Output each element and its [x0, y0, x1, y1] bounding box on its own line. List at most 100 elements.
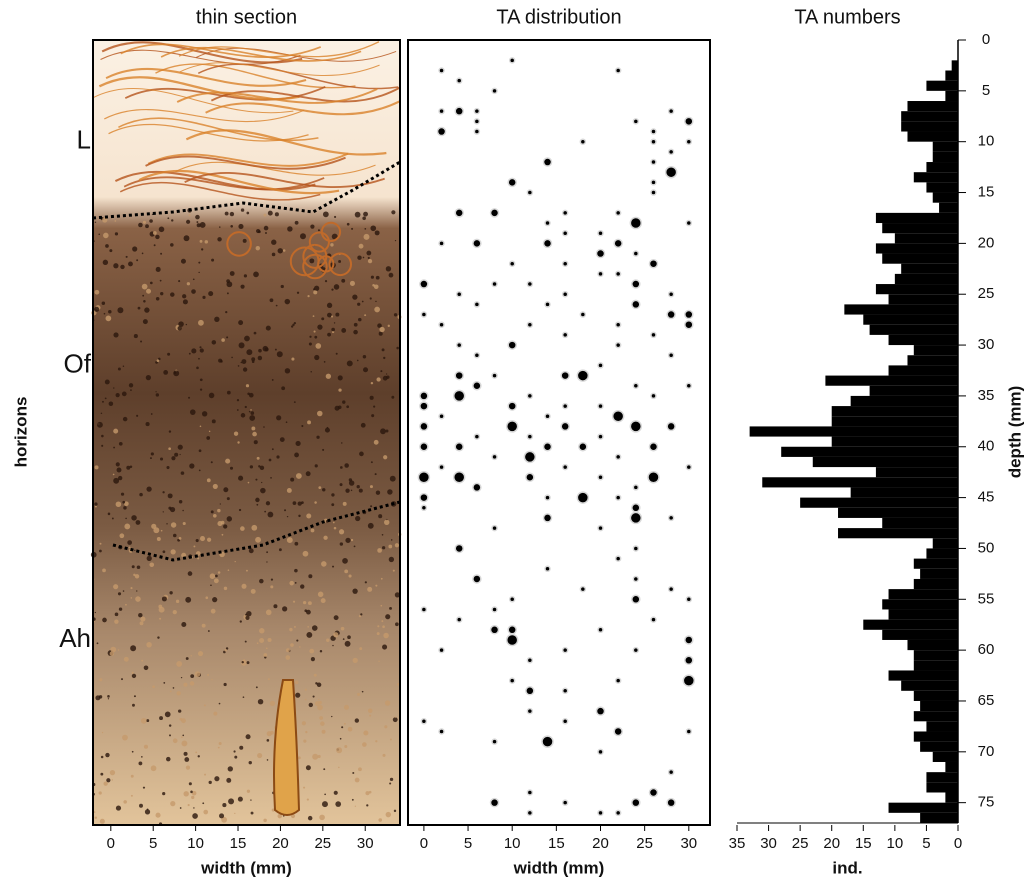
grain — [228, 798, 235, 805]
grain — [373, 405, 376, 408]
grain — [259, 465, 265, 471]
grain — [100, 772, 104, 776]
bar — [926, 782, 958, 793]
grain — [115, 805, 122, 811]
ta-point — [526, 809, 534, 817]
grain — [189, 409, 196, 415]
grain — [103, 312, 106, 315]
grain — [320, 721, 325, 726]
grain — [359, 647, 363, 651]
grain — [217, 237, 222, 242]
grain — [173, 371, 177, 374]
grain — [250, 799, 252, 801]
grain — [257, 752, 263, 759]
grain — [162, 511, 164, 513]
grain — [372, 284, 375, 287]
grain — [367, 256, 370, 260]
grain — [155, 297, 160, 301]
x-axis-label: width (mm) — [513, 858, 605, 877]
ta-point — [561, 331, 569, 339]
grain — [160, 291, 164, 296]
grain — [248, 392, 254, 398]
grain — [255, 245, 261, 251]
grain — [315, 682, 318, 685]
ta-point — [614, 341, 622, 349]
ta-point — [526, 321, 534, 328]
grain — [375, 300, 377, 303]
grain — [210, 584, 212, 587]
grain — [159, 279, 162, 282]
grain — [100, 412, 103, 415]
grain — [115, 393, 120, 398]
grain — [117, 367, 121, 371]
grain — [139, 492, 143, 497]
grain — [385, 429, 389, 433]
grain — [242, 238, 247, 243]
grain — [286, 487, 292, 493]
grain — [363, 211, 368, 217]
y-tick-label: 40 — [978, 438, 995, 455]
grain — [347, 635, 351, 640]
grain — [263, 653, 268, 657]
y-tick-label: 60 — [978, 641, 995, 658]
grain — [377, 625, 380, 628]
grain — [270, 585, 274, 589]
grain — [326, 426, 329, 429]
ta-point — [685, 382, 693, 389]
grain — [266, 739, 270, 742]
grain — [111, 517, 114, 520]
grain — [244, 335, 250, 342]
grain — [314, 701, 320, 707]
grain — [189, 681, 195, 686]
grain — [217, 571, 221, 574]
root-section — [226, 231, 252, 257]
grain — [188, 396, 191, 399]
grain — [198, 469, 201, 472]
bar — [882, 223, 958, 234]
grain — [163, 681, 166, 684]
ta-point — [542, 513, 553, 523]
ta-point — [561, 260, 569, 267]
grain — [145, 422, 150, 427]
grain — [130, 794, 133, 797]
ta-point — [452, 471, 466, 484]
grain — [301, 425, 304, 428]
grain — [164, 711, 171, 718]
grain — [385, 614, 391, 620]
bar — [926, 162, 958, 173]
grain — [321, 729, 326, 734]
bar — [920, 568, 958, 579]
grain — [205, 596, 209, 600]
grain — [211, 258, 215, 262]
y-tick-label: 50 — [978, 539, 995, 556]
grain — [374, 473, 377, 476]
horizon-label: Ah — [59, 623, 91, 653]
grain — [342, 501, 347, 506]
grain — [98, 791, 102, 795]
grain — [295, 692, 301, 698]
grain — [250, 588, 256, 594]
grain — [342, 558, 348, 564]
grain — [108, 401, 114, 406]
grain — [326, 638, 330, 642]
grain — [246, 211, 250, 215]
ta-point — [526, 657, 534, 664]
grain — [101, 434, 104, 438]
grain — [357, 302, 361, 306]
grain — [338, 388, 342, 392]
grain — [314, 501, 317, 504]
grain — [206, 436, 211, 440]
grain — [152, 685, 156, 689]
grain — [382, 375, 388, 381]
ta-point — [650, 331, 657, 339]
ta-point — [579, 138, 587, 145]
bar — [888, 609, 958, 620]
grain — [263, 213, 267, 217]
grain — [267, 511, 274, 518]
grain — [145, 224, 149, 229]
grain — [333, 215, 337, 219]
grain — [241, 359, 247, 364]
grain — [190, 790, 193, 794]
grain — [304, 609, 308, 613]
